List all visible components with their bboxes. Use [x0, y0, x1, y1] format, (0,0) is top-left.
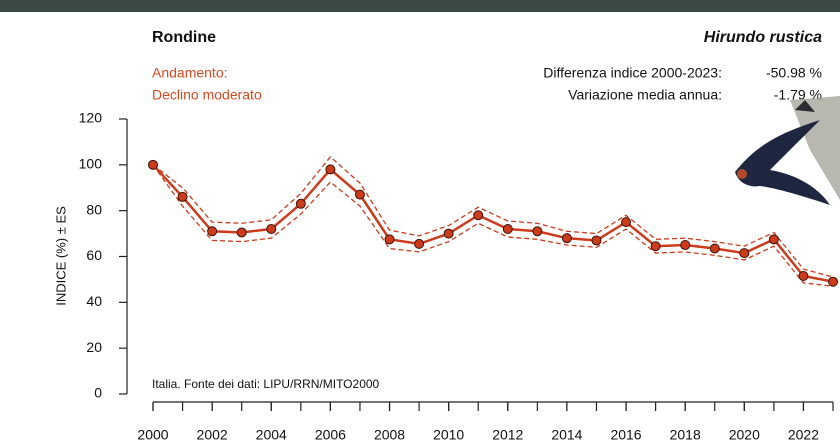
x-tick-label: 2012 — [492, 427, 523, 443]
x-tick-label: 2016 — [610, 427, 641, 443]
data-point — [591, 235, 602, 246]
x-tick-label: 2008 — [374, 427, 405, 443]
data-point — [384, 234, 395, 245]
index-line — [152, 163, 834, 283]
data-point — [561, 233, 572, 244]
difference: -50.98 % — [766, 65, 822, 81]
data-point — [266, 224, 277, 234]
source-note: Italia. Fonte dei dati: LIPU/RRN/MITO200… — [152, 377, 380, 391]
x-tick-label: 2000 — [137, 427, 168, 443]
data-point — [414, 238, 425, 249]
x-tick-label: 2010 — [433, 427, 464, 443]
data-point — [236, 227, 247, 238]
y-tick-label: 60 — [86, 247, 102, 263]
mean-change-label: Variazione media annua: — [568, 87, 722, 103]
chart-title: Rondine — [152, 29, 216, 46]
x-tick-label: 2004 — [256, 427, 287, 443]
y-tick-label: 120 — [79, 110, 103, 126]
x-tick-label: 2020 — [729, 427, 760, 443]
y-tick-label: 20 — [86, 339, 102, 355]
x-tick-label: 2014 — [551, 427, 582, 443]
data-point — [768, 234, 779, 245]
data-point — [177, 191, 188, 202]
swallow-illustration — [735, 96, 840, 205]
y-tick-label: 40 — [86, 293, 102, 309]
top-bar — [0, 0, 840, 12]
x-tick-label: 2018 — [670, 427, 701, 443]
data-point — [207, 226, 218, 237]
x-tick-label: 2006 — [315, 427, 346, 443]
x-tick-label: 2002 — [197, 427, 228, 443]
data-point — [680, 240, 691, 251]
error-upper — [152, 155, 834, 278]
trend: Declino moderato — [152, 87, 262, 103]
x-tick-label: 2022 — [788, 427, 819, 443]
y-tick-label: 0 — [94, 385, 102, 401]
data-point — [739, 248, 750, 259]
data-point — [148, 159, 158, 170]
data-point — [443, 228, 454, 239]
data-point — [295, 198, 306, 209]
data-point — [709, 243, 720, 254]
data-point — [354, 189, 365, 200]
data-point — [473, 210, 484, 221]
data-point — [650, 241, 661, 252]
data-point — [325, 164, 336, 175]
trend-label: Andamento: — [152, 65, 228, 81]
y-tick-label: 80 — [86, 201, 102, 217]
error-lower — [152, 164, 834, 287]
chart-subtitle: Hirundo rustica — [704, 29, 822, 46]
data-point — [798, 270, 809, 281]
y-axis-label: INDICE (%) ± ES — [53, 206, 68, 306]
data-point — [502, 224, 513, 234]
difference-label: Differenza indice 2000-2023: — [543, 65, 722, 81]
data-point — [828, 276, 838, 287]
data-point — [532, 226, 543, 237]
y-tick-label: 100 — [79, 156, 103, 172]
data-point — [621, 217, 632, 228]
